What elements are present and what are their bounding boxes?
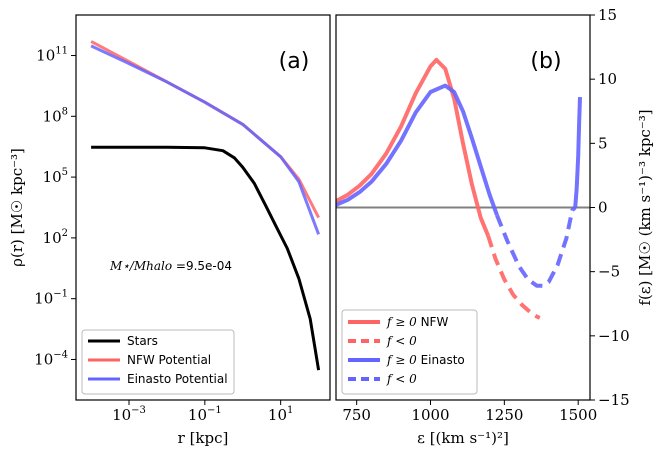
y-tick-label: 10−4 <box>34 349 68 368</box>
series-line-einasto-potential <box>90 44 321 235</box>
y-tick-label: 108 <box>43 106 68 125</box>
y-tick-label: −5 <box>598 263 620 281</box>
legend-b-entry: f < 0 <box>386 334 417 348</box>
legend-b-entry: f < 0 <box>386 372 417 386</box>
y-tick-label: 0 <box>598 199 608 217</box>
x-tick-label: 1250 <box>485 406 523 424</box>
series-line-solid <box>573 97 582 208</box>
y-axis-label: ρ(r) [M☉ kpc⁻³] <box>8 148 26 267</box>
legend-b-entry: f ≥ 0 NFW <box>386 315 448 329</box>
y-axis-label: f(ε) [M☉ (km s⁻¹)⁻³ kpc⁻³] <box>636 109 654 305</box>
legend-a-entry: NFW Potential <box>127 353 211 367</box>
x-tick-label: 1500 <box>559 406 597 424</box>
mass-ratio-annotation: M⋆/Mhalo =9.5e-04 <box>109 259 232 273</box>
x-tick-label: 10−3 <box>112 405 146 424</box>
legend-a-entry: Einasto Potential <box>127 372 228 386</box>
series-line-dashed <box>495 206 577 288</box>
panel-b-label: (b) <box>530 49 561 74</box>
panel-a-label: (a) <box>279 49 310 74</box>
legend-b-box <box>341 309 478 395</box>
series-line-solid <box>336 57 490 237</box>
x-tick-label: 750 <box>342 406 371 424</box>
y-tick-label: 10−1 <box>34 289 68 308</box>
series-line-stars <box>91 145 321 371</box>
y-tick-label: −10 <box>598 327 630 345</box>
panel-a-frame <box>75 14 331 401</box>
y-tick-label: 102 <box>43 228 68 247</box>
y-tick-label: 105 <box>43 167 68 186</box>
y-tick-label: −15 <box>598 391 630 409</box>
y-tick-label: 15 <box>598 6 617 24</box>
legend-a-entry: Stars <box>127 334 158 348</box>
x-tick-label: 10−1 <box>188 405 222 424</box>
x-axis-label: r [kpc] <box>178 429 229 447</box>
y-tick-label: 10 <box>598 70 617 88</box>
legend-a: Stars NFW Potential Einasto Potential <box>81 329 235 395</box>
panel-b-plot: 750 1000 1250 1500−15 −10 −5 0 5 10 15 ε [(km s⁻¹)… <box>335 6 654 447</box>
panel-a-plot: 10−3 10−1 101 10−4 10−1 102 105 108 1011 r [kpc] ρ… <box>8 14 331 447</box>
series-line-solid <box>336 83 499 216</box>
series-line-dashed <box>486 235 541 320</box>
legend-b-entry: f ≥ 0 Einasto <box>386 353 465 367</box>
legend-b: f ≥ 0 NFW f < 0 f ≥ 0 Einasto f < 0 <box>341 309 478 395</box>
y-tick-label: 5 <box>598 134 608 152</box>
x-tick-label: 1000 <box>411 406 449 424</box>
y-tick-label: 1011 <box>36 46 68 65</box>
x-tick-label: 101 <box>268 405 293 424</box>
x-axis-label: ε [(km s⁻¹)²] <box>417 429 509 447</box>
